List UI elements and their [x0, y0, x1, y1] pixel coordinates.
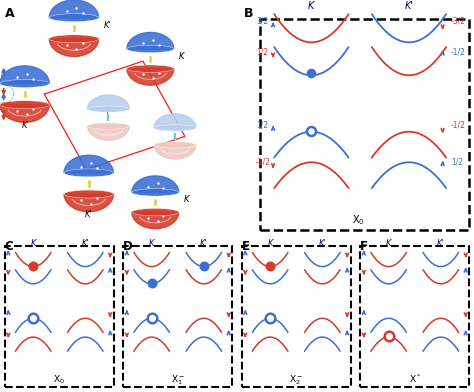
Text: K: K [267, 239, 273, 248]
Polygon shape [49, 39, 99, 56]
Text: B: B [244, 7, 254, 20]
Point [148, 314, 155, 321]
Text: -1/2: -1/2 [450, 120, 465, 129]
Text: K: K [22, 121, 27, 129]
Text: K': K' [85, 210, 92, 219]
Ellipse shape [88, 123, 129, 129]
Text: K: K [183, 196, 189, 204]
Ellipse shape [64, 169, 113, 177]
Text: -1/2: -1/2 [450, 47, 465, 56]
Point [385, 333, 392, 339]
Text: K': K' [82, 239, 89, 248]
Polygon shape [64, 194, 113, 212]
Text: X$_0$: X$_0$ [352, 213, 364, 227]
Text: 1/2: 1/2 [256, 47, 269, 56]
Text: X$_0$: X$_0$ [53, 374, 65, 386]
Text: $\sigma^-$: $\sigma^-$ [0, 101, 12, 110]
Text: C: C [5, 240, 13, 253]
Text: K': K' [103, 22, 111, 30]
Point [29, 314, 37, 321]
Text: X$_2^-$: X$_2^-$ [289, 374, 303, 387]
Text: K': K' [437, 239, 445, 248]
Point [29, 263, 37, 269]
Text: 1/2: 1/2 [256, 120, 269, 129]
Ellipse shape [49, 14, 99, 22]
Text: -1/2: -1/2 [255, 158, 270, 167]
Polygon shape [154, 114, 196, 128]
Text: $\sigma^+$: $\sigma^+$ [0, 68, 12, 80]
Ellipse shape [64, 190, 113, 198]
Text: A: A [5, 7, 15, 20]
Polygon shape [88, 95, 129, 109]
Polygon shape [132, 212, 179, 229]
Polygon shape [154, 145, 196, 159]
Ellipse shape [132, 209, 179, 216]
Point [148, 280, 155, 286]
Text: X$^*$: X$^*$ [409, 372, 421, 385]
Ellipse shape [49, 35, 99, 43]
Text: D: D [123, 240, 133, 253]
Text: K: K [308, 2, 315, 11]
Text: K: K [149, 239, 155, 248]
Polygon shape [64, 155, 113, 173]
Point [308, 70, 315, 76]
Point [308, 127, 315, 134]
Text: -3/2: -3/2 [450, 16, 465, 25]
Polygon shape [0, 105, 49, 122]
Ellipse shape [127, 65, 174, 73]
Text: F: F [360, 240, 368, 253]
Point [200, 263, 208, 269]
Ellipse shape [88, 106, 129, 113]
Ellipse shape [154, 142, 196, 148]
Text: 1/2: 1/2 [452, 158, 464, 167]
Text: K: K [30, 239, 36, 248]
Text: K: K [179, 52, 184, 61]
Text: 3/2: 3/2 [256, 16, 269, 25]
Polygon shape [0, 66, 49, 83]
Text: K': K' [404, 2, 413, 11]
Polygon shape [132, 176, 179, 192]
Polygon shape [49, 0, 99, 18]
Polygon shape [88, 126, 129, 140]
Text: X$_1^-$: X$_1^-$ [171, 374, 185, 387]
Polygon shape [127, 33, 174, 49]
Text: K: K [386, 239, 392, 248]
Text: $\Gamma$: $\Gamma$ [105, 107, 112, 119]
Point [266, 263, 274, 269]
Text: K': K' [319, 239, 326, 248]
Ellipse shape [0, 101, 49, 109]
Point [266, 314, 274, 321]
Ellipse shape [154, 125, 196, 131]
Ellipse shape [132, 189, 179, 196]
Ellipse shape [127, 45, 174, 53]
Ellipse shape [0, 80, 49, 87]
Text: K': K' [200, 239, 208, 248]
Polygon shape [127, 69, 174, 85]
Text: E: E [242, 240, 250, 253]
